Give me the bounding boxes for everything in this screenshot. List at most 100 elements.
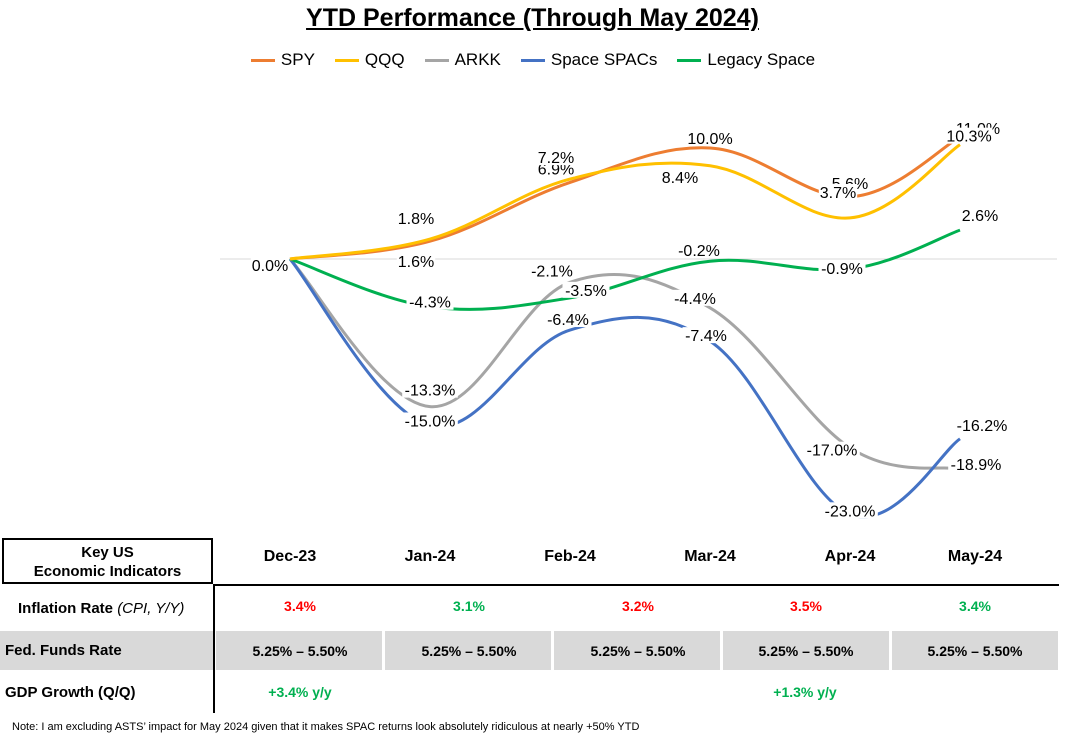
data-label-bg xyxy=(528,262,576,279)
data-label-bg xyxy=(396,253,436,270)
legend-swatch-legacy-space xyxy=(677,58,702,62)
data-label-spy: 6.9% xyxy=(538,161,574,178)
fed-funds-shade-label xyxy=(0,631,213,670)
fed-funds-cell xyxy=(216,631,382,670)
month-header: Dec-23 xyxy=(263,548,317,565)
data-label-spy: 10.0% xyxy=(687,131,732,148)
legend-swatch-arkk xyxy=(424,58,449,62)
data-label-bg xyxy=(960,207,1000,224)
series-line-arkk xyxy=(288,257,961,471)
data-label-space-spacs: -15.0% xyxy=(405,414,456,431)
indicator-header-box: Key US Economic Indicators xyxy=(2,538,213,584)
data-label-bg xyxy=(948,455,1004,472)
data-label-qqq: 10.3% xyxy=(946,129,991,146)
legend-item-spy: SPY xyxy=(250,50,315,70)
legend-label-legacy-space: Legacy Space xyxy=(707,50,816,69)
data-label-bg xyxy=(954,416,1010,433)
economic-indicators-table: Key US Economic Indicators Dec-23 Jan-24 F… xyxy=(0,538,1065,713)
header-underline xyxy=(213,584,1059,586)
data-label-spy: 0.0% xyxy=(252,258,288,275)
data-label-bg xyxy=(402,412,458,429)
fed-funds-cell xyxy=(385,631,551,670)
data-label-space-spacs: -16.2% xyxy=(957,418,1008,435)
footnote: Note: I am excluding ASTS’ impact for Ma… xyxy=(12,721,640,733)
month-header: Mar-24 xyxy=(684,548,736,565)
data-label-bg xyxy=(686,130,734,146)
gdp-value: +3.4% y/y xyxy=(268,684,332,700)
fed-funds-value: 5.25% – 5.50% xyxy=(927,643,1023,659)
inflation-value: 3.4% xyxy=(284,598,316,614)
series-layer xyxy=(288,135,961,519)
fed-funds-value: 5.25% – 5.50% xyxy=(252,643,348,659)
inflation-value: 3.5% xyxy=(790,598,822,614)
data-label-arkk: -4.4% xyxy=(674,291,716,308)
legend-label-qqq: QQQ xyxy=(364,50,405,69)
data-label-legacy-space: 2.6% xyxy=(962,208,998,225)
gdp-label: GDP Growth (Q/Q) xyxy=(5,684,136,701)
legend-item-space-spacs: Space SPACs xyxy=(520,50,658,70)
series-line-spy xyxy=(289,135,961,261)
fed-funds-cell xyxy=(892,631,1058,670)
data-label-qqq: 7.2% xyxy=(538,150,574,167)
data-label-bg xyxy=(682,327,730,344)
data-label-legacy-space: -0.2% xyxy=(678,243,720,260)
data-label-bg xyxy=(250,257,290,273)
data-label-legacy-space: -4.3% xyxy=(409,295,451,312)
data-label-bg xyxy=(818,183,858,200)
data-label-space-spacs: -23.0% xyxy=(825,503,876,520)
data-label-arkk: -17.0% xyxy=(807,443,858,460)
data-label-bg xyxy=(396,210,436,227)
legend-swatch-qqq xyxy=(334,58,359,62)
data-label-bg xyxy=(822,502,878,519)
inflation-value: 3.1% xyxy=(453,598,485,614)
legend-swatch-space-spacs xyxy=(520,58,545,62)
legend: SPY QQQ ARKK Space SPACs Legacy Space xyxy=(0,50,1065,70)
fed-funds-value: 5.25% – 5.50% xyxy=(590,643,686,659)
fed-funds-cell xyxy=(723,631,889,670)
legend-item-legacy-space: Legacy Space xyxy=(677,50,815,70)
data-label-space-spacs: -6.4% xyxy=(547,312,589,329)
data-label-spy: 1.6% xyxy=(398,254,434,271)
data-label-bg xyxy=(818,259,866,276)
data-label-qqq: 8.4% xyxy=(662,170,698,187)
gdp-value: +1.3% y/y xyxy=(773,684,837,700)
inflation-label: Inflation Rate (CPI, Y/Y) xyxy=(18,600,184,617)
data-label-bg xyxy=(675,242,723,259)
series-line-qqq xyxy=(289,143,961,261)
indicator-header-line2: Economic Indicators xyxy=(33,563,182,580)
legend-item-arkk: ARKK xyxy=(424,50,501,70)
chart-title: YTD Performance (Through May 2024) xyxy=(306,4,759,32)
legend-item-qqq: QQQ xyxy=(334,50,405,70)
data-label-legacy-space: -0.9% xyxy=(821,261,863,278)
data-label-bg xyxy=(402,381,458,398)
fed-funds-value: 5.25% – 5.50% xyxy=(421,643,517,659)
fed-funds-value: 5.25% – 5.50% xyxy=(758,643,854,659)
data-label-bg xyxy=(671,289,719,306)
data-label-bg xyxy=(804,441,860,458)
legend-label-space-spacs: Space SPACs xyxy=(550,50,658,69)
data-label-qqq: 1.8% xyxy=(398,211,434,228)
data-label-qqq: 3.7% xyxy=(820,185,856,202)
data-label-bg xyxy=(406,293,454,310)
data-label-arkk: -2.1% xyxy=(531,263,573,280)
month-header: Jan-24 xyxy=(404,548,456,565)
data-label-space-spacs: -7.4% xyxy=(685,328,727,345)
data-label-bg xyxy=(945,127,993,144)
legend-label-arkk: ARKK xyxy=(454,50,501,69)
data-label-bg xyxy=(544,311,592,328)
data-label-legacy-space: -3.5% xyxy=(565,283,607,300)
data-label-bg xyxy=(562,281,610,298)
data-label-bg xyxy=(536,149,576,166)
fed-funds-label: Fed. Funds Rate xyxy=(5,642,122,659)
inflation-label-suffix: (CPI, Y/Y) xyxy=(117,600,185,617)
table-left-border xyxy=(213,584,215,713)
legend-swatch-spy xyxy=(250,58,275,62)
month-header: Feb-24 xyxy=(544,548,596,565)
data-label-bg xyxy=(660,168,700,185)
month-header: May-24 xyxy=(947,548,1003,565)
month-header: Apr-24 xyxy=(824,548,876,565)
indicator-header-line1: Key US xyxy=(81,544,134,561)
data-label-arkk: -13.3% xyxy=(405,383,456,400)
inflation-label-text: Inflation Rate xyxy=(18,600,114,617)
legend-label-spy: SPY xyxy=(280,50,315,69)
